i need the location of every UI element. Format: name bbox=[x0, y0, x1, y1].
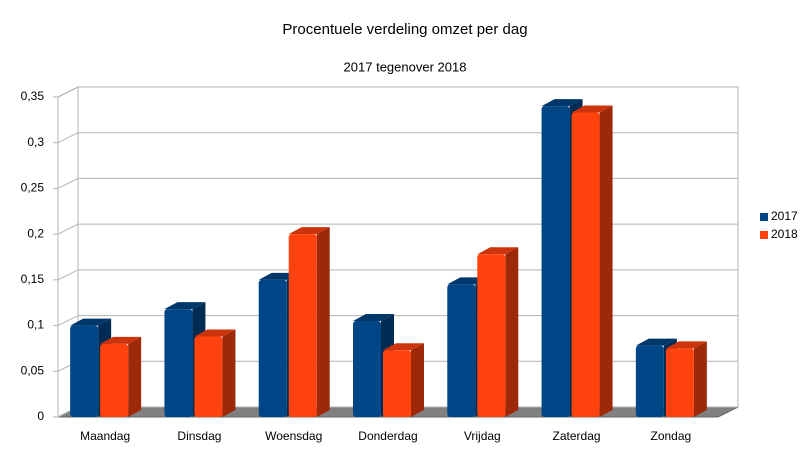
legend-swatch bbox=[760, 213, 768, 221]
grid-line bbox=[57, 86, 738, 98]
bar bbox=[477, 254, 506, 417]
chart-title: Procentuele verdeling omzet per dag bbox=[282, 21, 527, 38]
y-tick-label: 0,3 bbox=[27, 135, 44, 149]
legend-swatch bbox=[760, 231, 768, 239]
legend-label: 2017 bbox=[771, 209, 798, 223]
bar bbox=[447, 284, 476, 417]
bar bbox=[164, 309, 193, 417]
y-tick-label: 0,35 bbox=[21, 89, 45, 103]
grid-line bbox=[57, 177, 738, 189]
bar-top bbox=[635, 338, 677, 346]
grid-line bbox=[57, 132, 738, 144]
bar-top bbox=[288, 227, 330, 235]
x-tick-label: Woensdag bbox=[265, 429, 322, 443]
bar-side bbox=[222, 329, 236, 417]
x-tick-label: Donderdag bbox=[358, 429, 417, 443]
bar-top bbox=[571, 105, 613, 113]
bar bbox=[100, 343, 129, 417]
bar bbox=[353, 321, 381, 417]
bar bbox=[635, 345, 664, 417]
grid-line bbox=[57, 223, 738, 235]
bar-side bbox=[411, 343, 424, 417]
bar bbox=[258, 279, 287, 417]
bar bbox=[70, 325, 99, 417]
bar-side bbox=[316, 227, 330, 417]
x-tick-label: Vrijdag bbox=[464, 429, 501, 443]
y-tick-label: 0,25 bbox=[21, 181, 45, 195]
bar bbox=[383, 350, 411, 417]
bar bbox=[665, 348, 694, 417]
y-tick-label: 0,15 bbox=[21, 272, 45, 286]
bar bbox=[288, 234, 317, 417]
bar-top bbox=[194, 329, 236, 337]
x-tick-label: Maandag bbox=[80, 429, 130, 443]
bar bbox=[194, 336, 223, 417]
x-tick-label: Zaterdag bbox=[553, 429, 601, 443]
chart-subtitle: 2017 tegenover 2018 bbox=[344, 59, 467, 74]
bar-top bbox=[353, 314, 394, 321]
bar-top bbox=[100, 336, 142, 344]
bar-top bbox=[164, 302, 206, 310]
bar-side bbox=[505, 247, 519, 417]
y-tick-label: 0 bbox=[37, 409, 44, 423]
bar-top bbox=[70, 318, 112, 326]
y-tick-label: 0,2 bbox=[27, 226, 44, 240]
bar-side bbox=[128, 336, 142, 417]
bar-top bbox=[541, 99, 583, 107]
bar bbox=[571, 112, 600, 418]
bar bbox=[541, 106, 570, 418]
bar-top bbox=[477, 247, 519, 255]
bar-top bbox=[665, 341, 707, 349]
bar-side bbox=[599, 105, 613, 418]
legend-label: 2018 bbox=[771, 227, 798, 241]
x-tick-label: Dinsdag bbox=[177, 429, 221, 443]
bar-side bbox=[693, 341, 707, 417]
y-tick-label: 0,1 bbox=[27, 318, 44, 332]
x-tick-label: Zondag bbox=[651, 429, 692, 443]
bar-top bbox=[383, 343, 424, 351]
y-tick-label: 0,05 bbox=[21, 363, 45, 377]
